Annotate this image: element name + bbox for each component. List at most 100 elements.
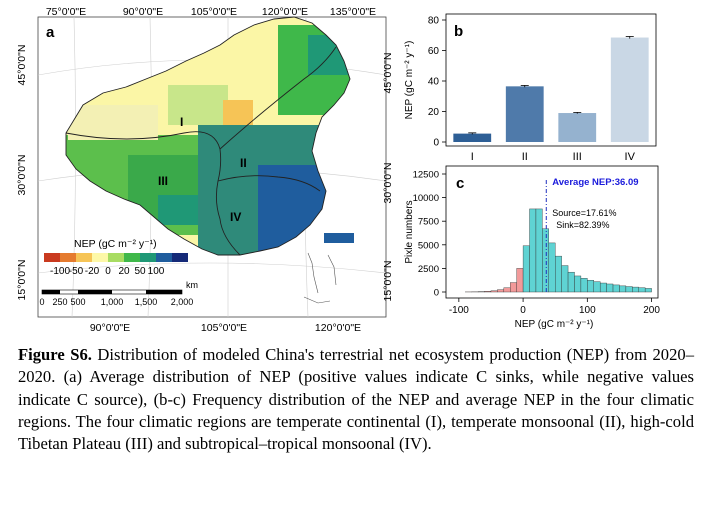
hist-bars (465, 208, 652, 293)
legend-swatch (76, 253, 92, 262)
map-panel: a I II III IV 75°0'0"E 90°0'0"E 105°0'0"… (8, 5, 398, 338)
bottom-lon-label: 90°0'0"E (90, 322, 130, 334)
legend-swatch (140, 253, 156, 262)
china-outline (65, 16, 351, 256)
bottom-lon-labels: 90°0'0"E 105°0'0"E 120°0'0"E (90, 322, 361, 334)
legend-swatch (172, 253, 188, 262)
hist-bar (606, 283, 614, 293)
hist-x-tick-label: -100 (449, 305, 469, 316)
hist-x-tick-label: 0 (520, 305, 526, 316)
hist-ylabel: Pixle numbers (404, 200, 415, 263)
top-lon-label: 75°0'0"E (46, 6, 86, 18)
map-panel-label: a (46, 24, 55, 41)
scale-bar: km 0 250 500 1,000 1,500 2,000 (39, 280, 198, 307)
hist-plot-frame (445, 165, 659, 299)
bar-category-label: III (573, 151, 582, 163)
histogram-panel: c Pixle numbers NEP (gC m⁻² y⁻¹) 0 2500 50… (398, 160, 698, 335)
hist-bar (490, 290, 498, 293)
legend-title: NEP (gC m⁻² y⁻¹) (74, 238, 157, 250)
scale-tick-labels: 0 250 500 1,000 1,500 2,000 (39, 297, 193, 307)
hist-bar (535, 208, 543, 293)
left-lat-labels: 45°0'0"N 30°0'0"N 15°0'0"N (16, 45, 28, 301)
scale-tick-label: 1,500 (135, 297, 158, 307)
right-lat-labels: 45°0'0"N 30°0'0"N 15°0'0"N (382, 53, 394, 302)
region-label-I: I (180, 115, 183, 129)
legend-tick-label: 20 (118, 266, 130, 277)
hist-bar (619, 285, 627, 293)
bar-x-axis: I II III IV (471, 151, 636, 163)
bar-chart-panel: b NEP (gC m⁻² y⁻¹) 0 20 40 60 80 I II III IV (398, 6, 698, 164)
legend-swatch (44, 253, 60, 262)
region-label-IV: IV (230, 210, 241, 224)
source-percent-label: Source=17.61% (552, 208, 616, 218)
nep-raster (66, 17, 350, 255)
region-boundaries (65, 46, 337, 256)
hist-bar (587, 279, 594, 293)
bar (505, 86, 544, 142)
south-sea-islands (303, 252, 337, 304)
legend-tick-labels: -100-50 -20 0 20 50 100 (50, 266, 165, 277)
bar-plot-frame (445, 13, 657, 147)
bottom-lon-label: 105°0'0"E (201, 322, 247, 334)
hist-bar (542, 228, 549, 293)
scale-tick-label: 250 (52, 297, 67, 307)
scale-tick-label: 2,000 (171, 297, 194, 307)
right-lat-label: 15°0'0"N (382, 261, 394, 302)
hist-bar (567, 271, 575, 293)
bar-y-tick-label: 40 (428, 77, 440, 88)
legend-tick-label: -20 (85, 266, 100, 277)
hist-bar (612, 284, 620, 293)
histogram-chart: c Pixle numbers NEP (gC m⁻² y⁻¹) 0 2500 50… (404, 165, 660, 330)
hist-bar (555, 255, 562, 293)
region-label-II: II (240, 156, 247, 170)
bar-y-tick-label: 60 (428, 46, 440, 57)
hist-y-tick-label: 10000 (413, 193, 439, 204)
nep-legend: NEP (gC m⁻² y⁻¹) -100-50 -20 0 20 50 100 (44, 238, 188, 277)
top-lon-labels: 75°0'0"E 90°0'0"E 105°0'0"E 120°0'0"E 13… (46, 6, 376, 18)
hist-y-axis: 0 2500 5000 7500 10000 12500 (413, 170, 446, 299)
hist-bar (484, 291, 492, 293)
right-lat-label: 45°0'0"N (382, 53, 394, 94)
top-lon-label: 120°0'0"E (262, 6, 308, 18)
legend-swatch (124, 253, 140, 262)
hist-y-tick-label: 5000 (418, 240, 439, 251)
right-lat-label: 30°0'0"N (382, 163, 394, 204)
hist-bar (503, 287, 511, 293)
region-label-III: III (158, 174, 168, 188)
top-lon-label: 90°0'0"E (123, 6, 163, 18)
hist-bar (548, 242, 556, 293)
bar-category-label: I (471, 151, 474, 163)
figure-caption: Figure S6. Distribution of modeled China… (18, 344, 694, 455)
legend-tick-label: 100 (148, 266, 165, 277)
hist-bar (580, 278, 588, 293)
average-nep-label: Average NEP:36.09 (552, 177, 638, 188)
bar-panel-label: b (454, 23, 463, 40)
hist-y-tick-label: 7500 (418, 217, 439, 228)
hist-bar (522, 245, 530, 293)
hist-y-tick-label: 2500 (418, 264, 439, 275)
bar-category-label: II (522, 151, 528, 163)
top-lon-label: 135°0'0"E (330, 6, 376, 18)
hist-y-tick-label: 12500 (413, 170, 439, 181)
hist-bar (638, 287, 646, 293)
top-lon-label: 105°0'0"E (191, 6, 237, 18)
bottom-lon-label: 120°0'0"E (315, 322, 361, 334)
left-lat-label: 30°0'0"N (16, 155, 28, 196)
hist-bar (644, 288, 652, 293)
legend-colorbar (44, 253, 188, 262)
left-lat-label: 45°0'0"N (16, 45, 28, 86)
caption-label: Figure S6. (18, 345, 92, 364)
bar-y-tick-label: 0 (433, 138, 439, 149)
hist-xlabel: NEP (gC m⁻² y⁻¹) (515, 319, 594, 330)
scale-tick-label: 0 (39, 297, 44, 307)
hist-bar (625, 286, 633, 293)
bar-y-axis: 0 20 40 60 80 (428, 16, 446, 149)
hist-bar (574, 275, 582, 293)
bar-y-tick-label: 80 (428, 16, 440, 27)
hist-bar (510, 282, 517, 293)
legend-tick-label: -100 (50, 266, 70, 277)
legend-swatch (60, 253, 76, 262)
china-nep-map: a I II III IV 75°0'0"E 90°0'0"E 105°0'0"… (16, 6, 394, 334)
hist-bar (561, 265, 569, 293)
